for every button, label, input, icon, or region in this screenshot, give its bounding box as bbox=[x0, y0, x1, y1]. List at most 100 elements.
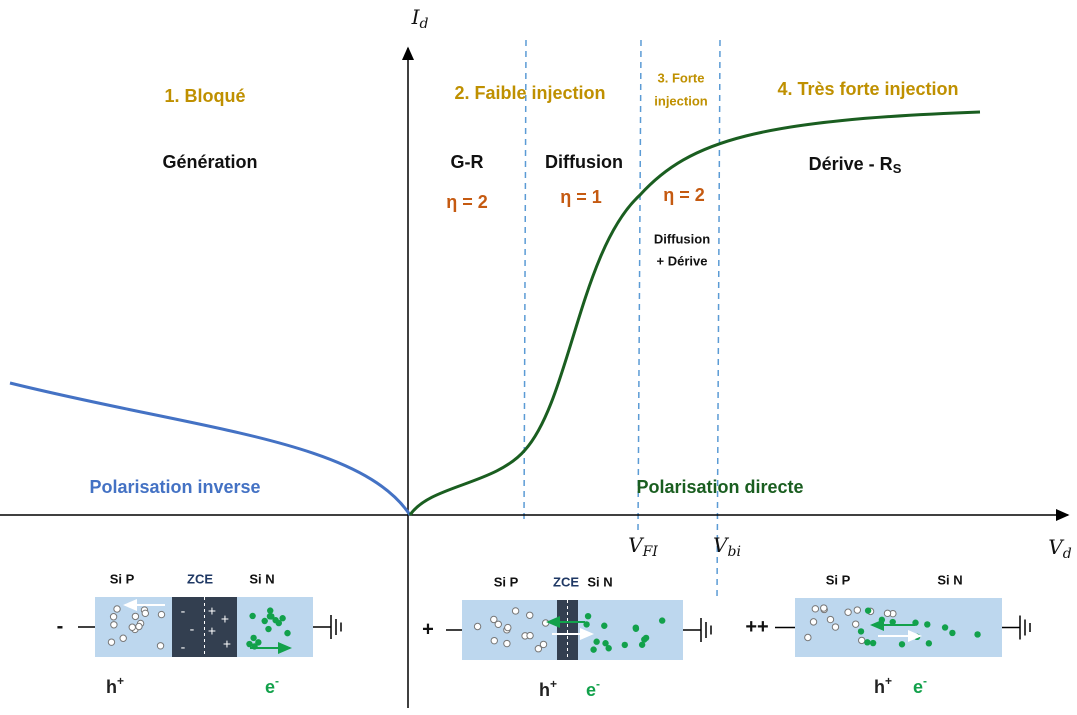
electron bbox=[642, 634, 650, 642]
electrons-main: e bbox=[913, 677, 923, 697]
ideality: η = 1 bbox=[560, 187, 602, 207]
charge: - bbox=[181, 603, 186, 619]
charge: + bbox=[208, 603, 216, 619]
hole bbox=[820, 604, 828, 612]
region-title: 4. Très forte injection bbox=[777, 79, 958, 99]
holes-label: h+ bbox=[874, 674, 892, 697]
holes-main: h bbox=[106, 677, 117, 697]
electron bbox=[267, 607, 274, 614]
electron bbox=[898, 641, 906, 648]
electron bbox=[974, 631, 981, 638]
p-label: Si P bbox=[494, 574, 519, 589]
charge: + bbox=[208, 623, 216, 639]
mechanism: Diffusion bbox=[545, 152, 623, 172]
electron bbox=[593, 638, 600, 645]
electron bbox=[878, 616, 886, 624]
forward-curve bbox=[408, 110, 981, 516]
electron bbox=[941, 624, 949, 631]
n-label: Si N bbox=[937, 572, 962, 587]
bias: - bbox=[57, 615, 64, 637]
electron bbox=[602, 640, 609, 647]
hole bbox=[811, 605, 820, 613]
drift-sub: S bbox=[893, 161, 902, 176]
hole bbox=[826, 615, 835, 624]
hole bbox=[526, 611, 534, 619]
vbi-main: V bbox=[713, 533, 730, 557]
electron bbox=[658, 617, 666, 624]
hole bbox=[110, 621, 118, 629]
region-title: 2. Faible injection bbox=[454, 83, 605, 103]
holes-sup: + bbox=[885, 674, 892, 688]
hole bbox=[119, 634, 127, 642]
electron bbox=[869, 639, 877, 647]
electrons-sup: - bbox=[923, 674, 927, 688]
hole bbox=[490, 615, 498, 624]
hole bbox=[473, 622, 482, 631]
electron bbox=[265, 625, 272, 633]
holes-sup: + bbox=[550, 677, 557, 691]
p-label: Si P bbox=[110, 571, 135, 586]
vbi-label: Vbi bbox=[713, 533, 741, 561]
electron bbox=[925, 640, 933, 647]
electrons-label: e- bbox=[265, 674, 279, 697]
hole bbox=[135, 622, 143, 631]
electron bbox=[275, 619, 282, 627]
charge: + bbox=[223, 636, 231, 652]
hole bbox=[534, 645, 543, 653]
mechanism: Dérive - RS bbox=[809, 154, 902, 177]
vfi-sub: FI bbox=[642, 544, 659, 560]
mechanism: + Dérive bbox=[657, 253, 708, 268]
boundary bbox=[637, 39, 642, 531]
ideality: η = 2 bbox=[663, 185, 705, 205]
hole bbox=[831, 623, 840, 631]
hole bbox=[109, 613, 118, 621]
region-title: injection bbox=[654, 93, 708, 108]
reverse-curve bbox=[9, 381, 412, 516]
electron bbox=[864, 639, 871, 646]
reverse-label: Polarisation inverse bbox=[89, 477, 260, 497]
electrons-label: e- bbox=[913, 674, 927, 697]
hole bbox=[858, 636, 866, 645]
holes-main: h bbox=[539, 680, 550, 700]
y-label-sub: d bbox=[419, 16, 428, 32]
hole bbox=[809, 618, 818, 626]
holes-sup: + bbox=[117, 674, 124, 688]
electron bbox=[268, 613, 275, 620]
electrons-label: e- bbox=[586, 677, 600, 700]
hole bbox=[503, 639, 511, 648]
electron bbox=[284, 629, 291, 637]
hole bbox=[494, 620, 502, 628]
electron bbox=[601, 622, 608, 629]
electron bbox=[638, 641, 646, 648]
electron bbox=[584, 612, 592, 620]
y-axis-label: Id bbox=[411, 5, 429, 33]
hole bbox=[883, 609, 892, 618]
drift-main: Dérive - R bbox=[809, 154, 893, 174]
hole bbox=[851, 620, 860, 628]
boundary bbox=[523, 39, 527, 521]
hole bbox=[539, 640, 548, 649]
hole bbox=[490, 636, 498, 645]
electron bbox=[246, 640, 253, 648]
charge: - bbox=[190, 621, 195, 637]
zce-label: ZCE bbox=[553, 574, 579, 589]
hole bbox=[511, 607, 520, 615]
electron bbox=[279, 615, 286, 622]
charge: - bbox=[181, 639, 186, 655]
charge: + bbox=[221, 611, 229, 627]
boundary bbox=[716, 39, 721, 601]
hole bbox=[504, 623, 512, 632]
hole bbox=[526, 631, 534, 640]
p-label: Si P bbox=[826, 572, 851, 587]
electrons-main: e bbox=[586, 680, 596, 700]
region-title: 3. Forte bbox=[658, 70, 705, 85]
mechanism: G-R bbox=[451, 152, 484, 172]
electron bbox=[255, 639, 262, 646]
n-label: Si N bbox=[249, 571, 274, 586]
electron bbox=[590, 646, 597, 653]
vfi-main: V bbox=[628, 533, 645, 557]
hole bbox=[853, 606, 862, 614]
holes-label: h+ bbox=[106, 674, 124, 697]
electron bbox=[632, 625, 640, 632]
